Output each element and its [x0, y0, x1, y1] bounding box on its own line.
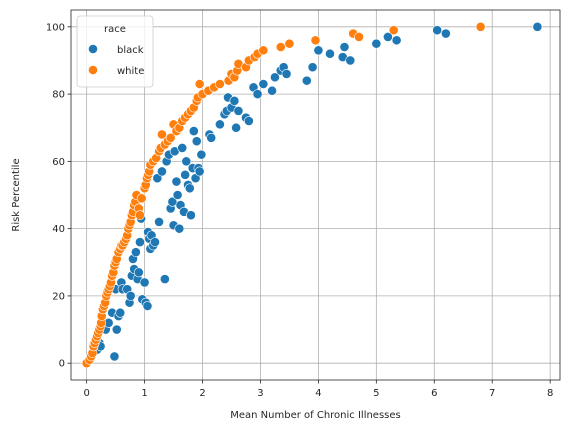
point-black: [307, 62, 318, 73]
point-white: [388, 25, 399, 36]
point-black: [184, 183, 195, 194]
point-white: [214, 79, 225, 89]
series-black: [81, 21, 543, 369]
point-black: [194, 166, 205, 177]
point-black: [270, 72, 280, 83]
point-black: [214, 119, 225, 130]
point-black: [111, 324, 122, 335]
point-black: [159, 274, 170, 284]
point-black: [267, 85, 277, 96]
x-tick-label: 8: [547, 388, 553, 399]
point-black: [150, 237, 160, 247]
point-black: [130, 247, 141, 258]
x-tick-label: 6: [431, 388, 437, 399]
point-white: [135, 210, 145, 221]
point-white: [157, 129, 167, 140]
point-black: [391, 35, 402, 46]
point-black: [115, 307, 126, 318]
point-black: [142, 301, 153, 311]
point-black: [281, 69, 292, 79]
point-black: [186, 210, 196, 221]
point-black: [157, 166, 167, 177]
y-tick-label: 100: [46, 22, 65, 33]
point-black: [188, 126, 199, 136]
point-white: [354, 32, 364, 42]
x-tick-label: 0: [83, 388, 89, 399]
point-black: [206, 132, 217, 143]
point-black: [174, 223, 185, 234]
y-tick-label: 80: [52, 90, 65, 101]
x-tick-label: 5: [373, 388, 379, 399]
legend-title: race: [104, 24, 126, 35]
y-tick-label: 40: [52, 224, 65, 235]
point-white: [194, 79, 205, 89]
point-black: [172, 190, 183, 200]
data-points: [81, 21, 543, 369]
point-black: [152, 173, 163, 184]
legend-marker-white: [88, 65, 98, 75]
point-white: [165, 132, 176, 143]
x-tick-label: 3: [257, 388, 263, 399]
point-black: [339, 42, 350, 52]
point-black: [139, 277, 150, 288]
x-tick-label: 4: [315, 388, 321, 399]
x-tick-label: 2: [199, 388, 205, 399]
point-black: [532, 21, 543, 32]
legend-label-white: white: [117, 66, 144, 77]
legend-label-black: black: [117, 45, 144, 56]
point-black: [258, 79, 269, 89]
point-black: [191, 136, 202, 147]
point-black: [181, 156, 192, 167]
y-axis-label: Risk Percentile: [11, 158, 22, 231]
point-black: [345, 55, 356, 66]
grid: [71, 10, 560, 380]
point-white: [258, 45, 269, 56]
legend: race black white: [76, 15, 154, 88]
point-black: [243, 116, 254, 126]
point-black: [229, 95, 240, 106]
point-black: [233, 106, 244, 116]
legend-marker-black: [88, 44, 98, 54]
point-black: [301, 75, 312, 86]
point-black: [154, 217, 164, 227]
point-black: [135, 237, 145, 247]
x-tick-label: 7: [489, 388, 495, 399]
plot-frame: [70, 9, 561, 381]
point-black: [313, 45, 324, 56]
point-black: [171, 176, 182, 187]
point-white: [275, 42, 286, 52]
point-white: [284, 38, 295, 49]
point-black: [440, 28, 451, 39]
point-black: [371, 38, 382, 49]
point-black: [125, 291, 136, 301]
point-white: [310, 35, 321, 46]
point-black: [252, 89, 263, 99]
point-black: [109, 351, 120, 362]
y-tick-label: 0: [59, 359, 65, 370]
point-black: [325, 48, 335, 59]
point-black: [180, 169, 191, 180]
point-white: [136, 193, 147, 204]
point-black: [383, 32, 393, 42]
point-black: [196, 149, 207, 160]
series-white: [81, 21, 486, 369]
point-black: [432, 25, 443, 36]
point-white: [475, 21, 486, 32]
point-black: [231, 122, 242, 133]
y-tick-label: 60: [52, 157, 65, 168]
x-tick-label: 1: [141, 388, 147, 399]
y-tick-label: 20: [52, 291, 65, 302]
point-black: [177, 143, 188, 153]
x-axis-label: Mean Number of Chronic Illnesses: [230, 410, 401, 421]
point-black: [133, 267, 144, 278]
